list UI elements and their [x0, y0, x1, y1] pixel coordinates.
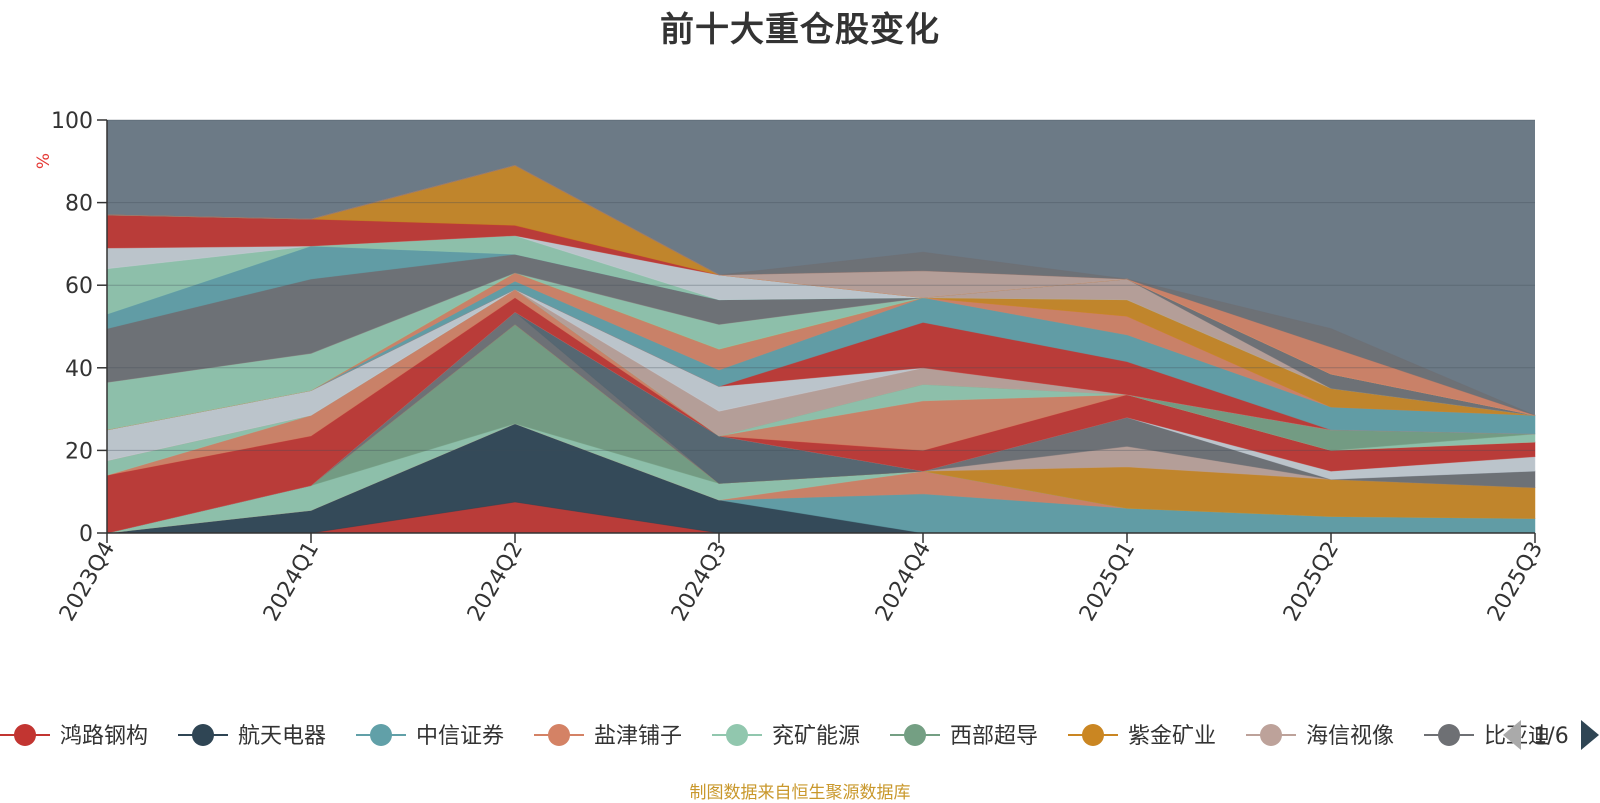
- x-tick-label: 2024Q1: [259, 538, 324, 626]
- legend-marker: [726, 724, 748, 746]
- series-area-阳光电源: [106, 164, 1536, 416]
- legend-label: 西部超导: [950, 724, 1038, 749]
- y-tick-label: 0: [79, 522, 93, 547]
- legend-item: 航天电器: [178, 724, 326, 749]
- y-tick-label: 40: [65, 357, 93, 382]
- data-source-footer: 制图数据来自恒生聚源数据库: [689, 783, 911, 803]
- legend-item: 比亚迪: [1424, 724, 1550, 749]
- legend: 鸿路钢构航天电器中信证券盐津铺子兖矿能源西部超导紫金矿业海信视像比亚迪比1/6: [0, 720, 1599, 750]
- legend-item: 中信证券: [356, 724, 504, 749]
- y-axis-label: %: [34, 153, 54, 169]
- grid-lines: [107, 119, 1535, 451]
- legend-label: 中信证券: [416, 724, 504, 749]
- x-tick-label: 2025Q2: [1279, 538, 1344, 626]
- chart-title: 前十大重仓股变化: [660, 10, 940, 50]
- legend-item: 海信视像: [1246, 724, 1394, 749]
- legend-label: 鸿路钢构: [60, 724, 148, 749]
- legend-item: 紫金矿业: [1068, 724, 1216, 749]
- x-tick-label: 2024Q3: [667, 538, 732, 626]
- x-tick-label: 2025Q1: [1075, 538, 1140, 626]
- legend-label: 盐津铺子: [594, 724, 682, 749]
- legend-item: 盐津铺子: [534, 724, 682, 749]
- legend-marker: [1260, 724, 1282, 746]
- x-tick-label: 2024Q4: [871, 538, 936, 626]
- legend-marker: [192, 724, 214, 746]
- series-areas: [106, 164, 1536, 534]
- legend-marker: [548, 724, 570, 746]
- legend-marker: [1082, 724, 1104, 746]
- legend-marker: [904, 724, 926, 746]
- x-tick-label: 2024Q2: [463, 538, 528, 626]
- legend-item: 西部超导: [890, 724, 1038, 749]
- legend-label: 海信视像: [1306, 724, 1394, 749]
- y-tick-label: 80: [65, 192, 93, 217]
- legend-item: 兖矿能源: [712, 724, 860, 749]
- x-tick-label: 2025Q3: [1483, 538, 1548, 626]
- legend-marker: [14, 724, 36, 746]
- legend-next-icon[interactable]: [1581, 720, 1599, 750]
- legend-prev-icon[interactable]: [1503, 720, 1521, 750]
- y-tick-label: 100: [51, 109, 93, 134]
- legend-page-indicator: 1/6: [1533, 724, 1568, 749]
- legend-marker: [1438, 724, 1460, 746]
- legend-marker: [370, 724, 392, 746]
- legend-label: 紫金矿业: [1128, 724, 1216, 749]
- legend-label: 兖矿能源: [772, 724, 860, 749]
- y-tick-label: 60: [65, 274, 93, 299]
- y-tick-label: 20: [65, 439, 93, 464]
- x-tick-label: 2023Q4: [55, 538, 120, 626]
- legend-label: 航天电器: [238, 724, 326, 749]
- legend-item: 鸿路钢构: [0, 724, 148, 749]
